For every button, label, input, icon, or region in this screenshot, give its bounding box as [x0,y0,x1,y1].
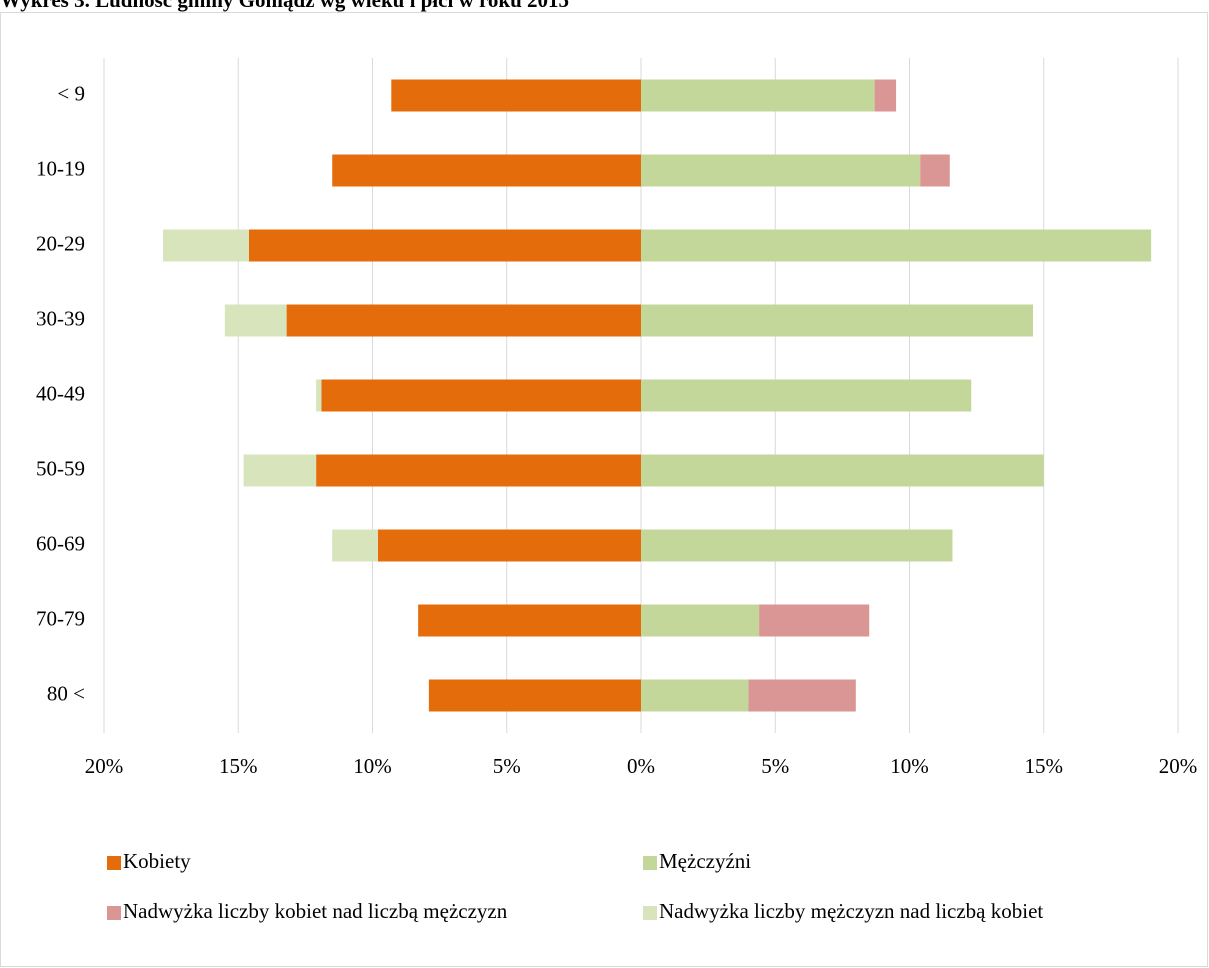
bar [641,154,921,187]
legend-label: Nadwyżka liczby mężczyzn nad liczbą kobi… [659,899,1043,923]
bar [641,229,1152,262]
bar [332,154,641,187]
x-tick-label: 15% [219,754,258,778]
bar [332,529,378,562]
x-tick-label: 5% [493,754,521,778]
bar [641,679,749,712]
x-tick-label: 10% [890,754,929,778]
bar [748,679,856,712]
chart-title: Wykres 3. Ludność gminy Goniądz wg wieku… [0,0,569,12]
x-tick-label: 20% [1159,754,1198,778]
bar [321,379,641,412]
bar [641,454,1044,487]
bar [286,304,641,337]
y-tick-label: < 9 [57,81,85,105]
bar [418,604,641,637]
legend-marker [643,856,657,870]
legend-label: Kobiety [123,849,191,873]
bar [428,679,641,712]
y-tick-label: 80 < [47,681,85,705]
chart-border [0,12,1208,967]
bar [759,604,870,637]
bar [641,304,1034,337]
bar [641,529,953,562]
legend-label: Nadwyżka liczby kobiet nad liczbą mężczy… [123,899,508,923]
bar [316,454,641,487]
y-tick-label: 60-69 [36,531,85,555]
y-tick-label: 10-19 [36,156,85,180]
y-tick-label: 20-29 [36,231,85,255]
bar [391,79,641,112]
x-tick-label: 10% [353,754,392,778]
legend-marker [643,906,657,920]
bar [224,304,287,337]
bar [641,79,875,112]
x-tick-label: 5% [761,754,789,778]
bar [243,454,317,487]
y-tick-label: 40-49 [36,381,85,405]
x-tick-label: 15% [1025,754,1064,778]
y-tick-label: 50-59 [36,456,85,480]
legend-marker [107,856,121,870]
y-tick-label: 30-39 [36,306,85,330]
legend-label: Mężczyźni [659,849,751,873]
bar [920,154,950,187]
bar [163,229,249,262]
x-tick-label: 0% [627,754,655,778]
bar [248,229,642,262]
y-tick-label: 70-79 [36,606,85,630]
bar [874,79,897,112]
bar [641,379,972,412]
bar [377,529,641,562]
x-tick-label: 20% [85,754,124,778]
legend-marker [107,906,121,920]
bar [641,604,760,637]
bar [316,379,322,412]
